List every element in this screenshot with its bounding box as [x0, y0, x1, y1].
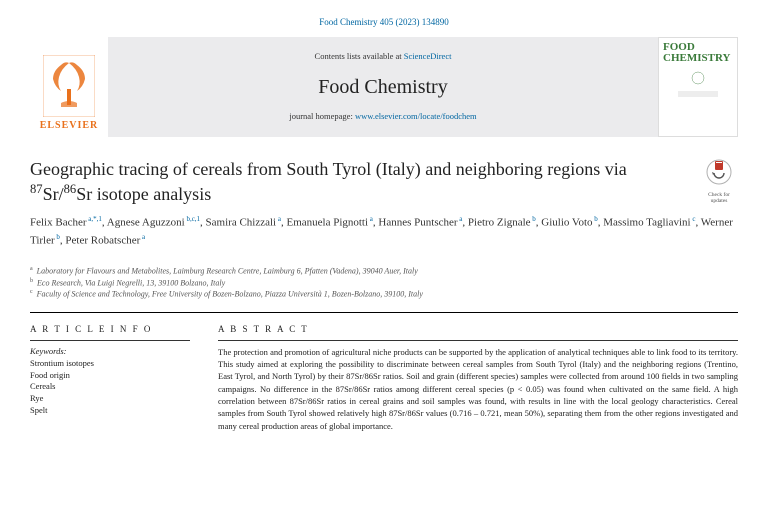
abstract-block: A B S T R A C T The protection and promo… [218, 323, 738, 432]
affiliation: b Eco Research, Via Luigi Negrelli, 13, … [30, 277, 738, 289]
author[interactable]: Hannes Puntscher [378, 217, 457, 229]
article-info-head: A R T I C L E I N F O [30, 323, 190, 336]
elsevier-tree-icon [43, 55, 95, 117]
author-list: Felix Bacher a,*,1, Agnese Aguzzoni b,c,… [30, 214, 738, 251]
divider [30, 312, 738, 313]
journal-cover-thumb: FOOD CHEMISTRY [658, 37, 738, 137]
cover-title: FOOD CHEMISTRY [663, 42, 733, 64]
affiliation: a Laboratory for Flavours and Metabolite… [30, 265, 738, 277]
author-affiliation-ref: b,c,1 [185, 215, 200, 223]
check-updates-badge[interactable]: Check forupdates [700, 157, 738, 204]
keyword: Spelt [30, 405, 190, 417]
affiliation-list: a Laboratory for Flavours and Metabolite… [30, 265, 738, 301]
cover-graphic-icon [673, 64, 723, 100]
keywords-list: Strontium isotopesFood originCerealsRyeS… [30, 358, 190, 417]
journal-homepage: journal homepage: www.elsevier.com/locat… [289, 111, 476, 123]
keyword: Food origin [30, 370, 190, 382]
journal-name: Food Chemistry [318, 73, 447, 101]
author[interactable]: Peter Robatscher [65, 235, 140, 247]
check-text: Check forupdates [700, 192, 738, 204]
homepage-prefix: journal homepage: [289, 111, 355, 121]
author[interactable]: Agnese Aguzzoni [107, 217, 185, 229]
homepage-link[interactable]: www.elsevier.com/locate/foodchem [355, 111, 477, 121]
keywords-label: Keywords: [30, 346, 190, 358]
journal-header: ELSEVIER Contents lists available at Sci… [30, 37, 738, 137]
author[interactable]: Pietro Zignale [468, 217, 531, 229]
crossmark-icon [704, 157, 734, 187]
abstract-head: A B S T R A C T [218, 323, 738, 336]
contents-prefix: Contents lists available at [315, 51, 404, 61]
sciencedirect-link[interactable]: ScienceDirect [404, 51, 452, 61]
author-affiliation-ref: a [276, 215, 281, 223]
author-affiliation-ref: a [368, 215, 373, 223]
info-abstract-row: A R T I C L E I N F O Keywords: Strontiu… [30, 323, 738, 432]
author[interactable]: Massimo Tagliavini [603, 217, 690, 229]
author-affiliation-ref: c [691, 215, 696, 223]
citation-line: Food Chemistry 405 (2023) 134890 [30, 16, 738, 29]
abstract-text: The protection and promotion of agricult… [218, 346, 738, 432]
author-affiliation-ref: a,*,1 [87, 215, 102, 223]
title-row: Geographic tracing of cereals from South… [30, 157, 738, 207]
keyword: Rye [30, 393, 190, 405]
author[interactable]: Emanuela Pignotti [286, 217, 368, 229]
article-title: Geographic tracing of cereals from South… [30, 157, 700, 207]
author-affiliation-ref: a [140, 233, 145, 241]
article-info-block: A R T I C L E I N F O Keywords: Strontiu… [30, 323, 190, 432]
affiliation: c Faculty of Science and Technology, Fre… [30, 288, 738, 300]
publisher-name: ELSEVIER [40, 119, 99, 133]
publisher-logo-block: ELSEVIER [30, 37, 108, 137]
author[interactable]: Samira Chizzali [206, 217, 277, 229]
author-affiliation-ref: b [593, 215, 598, 223]
author-affiliation-ref: b [55, 233, 60, 241]
author[interactable]: Giulio Voto [541, 217, 592, 229]
keyword: Cereals [30, 381, 190, 393]
contents-available: Contents lists available at ScienceDirec… [315, 51, 452, 63]
header-center: Contents lists available at ScienceDirec… [108, 37, 658, 137]
keyword: Strontium isotopes [30, 358, 190, 370]
author-affiliation-ref: a [458, 215, 463, 223]
author-affiliation-ref: b [531, 215, 536, 223]
author[interactable]: Felix Bacher [30, 217, 87, 229]
